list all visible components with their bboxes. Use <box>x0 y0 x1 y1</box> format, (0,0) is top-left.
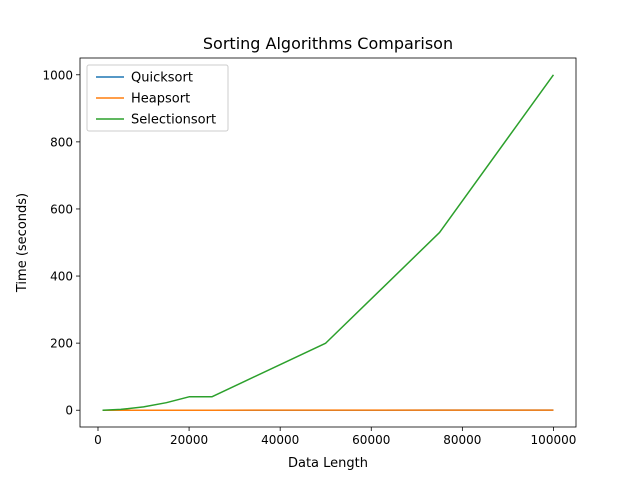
x-tick-label: 40000 <box>261 433 299 447</box>
legend-label-quicksort: Quicksort <box>131 71 193 86</box>
x-tick-label: 20000 <box>170 433 208 447</box>
y-tick-label: 600 <box>50 202 73 216</box>
legend-label-heapsort: Heapsort <box>131 92 190 107</box>
y-tick-label: 1000 <box>42 68 73 82</box>
y-axis-label: Time (seconds) <box>15 193 30 293</box>
y-tick-label: 0 <box>65 404 73 418</box>
y-tick-label: 800 <box>50 135 73 149</box>
x-tick-label: 80000 <box>443 433 481 447</box>
x-tick-label: 60000 <box>352 433 390 447</box>
y-tick-label: 200 <box>50 337 73 351</box>
chart-title: Sorting Algorithms Comparison <box>203 34 453 53</box>
x-tick-label: 100000 <box>531 433 577 447</box>
x-axis-label: Data Length <box>288 456 368 471</box>
y-tick-label: 400 <box>50 270 73 284</box>
legend: Quicksort Heapsort Selectionsort <box>87 65 228 131</box>
x-tick-label: 0 <box>94 433 102 447</box>
legend-label-selectionsort: Selectionsort <box>131 113 216 128</box>
